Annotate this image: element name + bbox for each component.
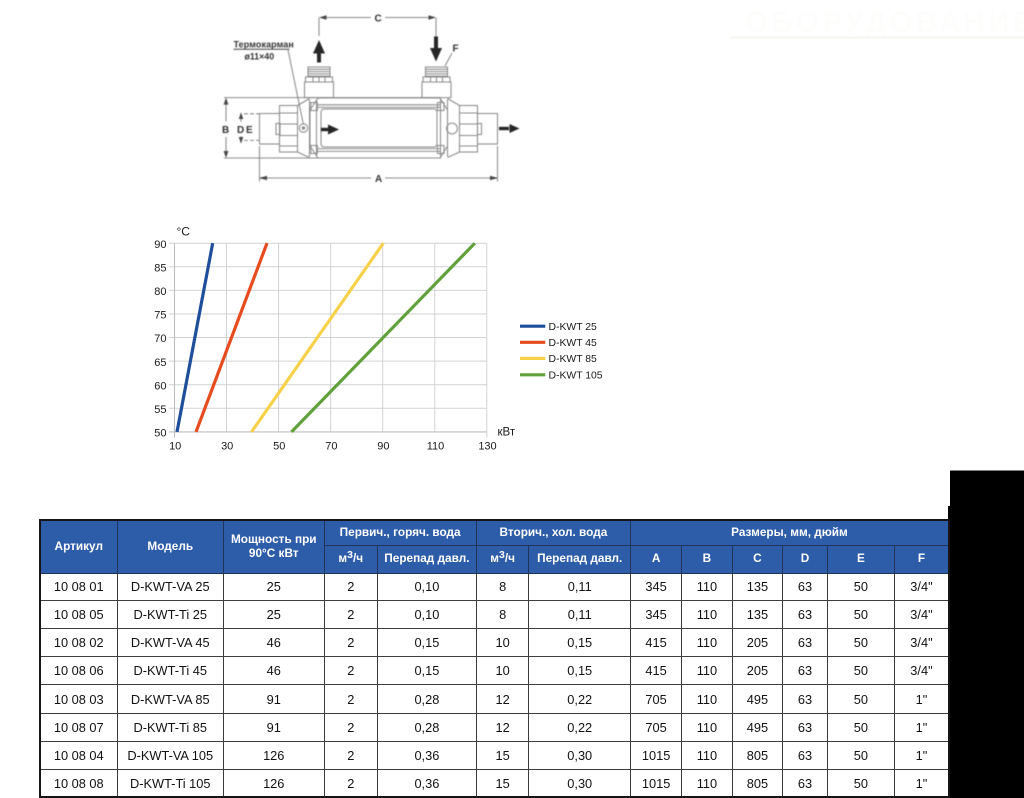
svg-text:70: 70 bbox=[154, 333, 166, 345]
svg-text:30: 30 bbox=[221, 441, 233, 453]
svg-text:110: 110 bbox=[427, 441, 445, 453]
svg-text:D-KWT 45: D-KWT 45 bbox=[549, 338, 598, 349]
svg-text:C: C bbox=[375, 14, 382, 25]
svg-text:65: 65 bbox=[154, 357, 166, 369]
svg-text:Термокарман: Термокарман bbox=[234, 40, 294, 50]
svg-text:75: 75 bbox=[154, 310, 166, 322]
svg-text:A: A bbox=[375, 174, 382, 185]
svg-text:90: 90 bbox=[377, 441, 389, 453]
svg-text:D-KWT 85: D-KWT 85 bbox=[549, 354, 598, 365]
svg-text:D: D bbox=[237, 125, 244, 136]
svg-text:D-KWT 25: D-KWT 25 bbox=[549, 322, 598, 333]
svg-text:B: B bbox=[222, 125, 229, 136]
svg-text:кВт: кВт bbox=[498, 427, 516, 439]
svg-text:50: 50 bbox=[273, 441, 285, 453]
svg-text:90: 90 bbox=[154, 239, 166, 251]
svg-text:D-KWT 105: D-KWT 105 bbox=[549, 370, 603, 381]
svg-text:E: E bbox=[246, 125, 253, 136]
svg-text:70: 70 bbox=[325, 441, 337, 453]
svg-text:80: 80 bbox=[154, 286, 166, 298]
svg-text:60: 60 bbox=[154, 380, 166, 392]
svg-text:50: 50 bbox=[154, 428, 166, 440]
svg-text:ОБОРУДОВАНИЕ: ОБОРУДОВАНИЕ bbox=[745, 6, 1024, 39]
svg-text:10: 10 bbox=[169, 441, 181, 453]
svg-text:ø11×40: ø11×40 bbox=[245, 52, 275, 62]
svg-text:55: 55 bbox=[154, 404, 166, 416]
svg-text:°C: °C bbox=[177, 225, 191, 239]
svg-text:130: 130 bbox=[478, 441, 496, 453]
svg-text:F: F bbox=[453, 44, 459, 55]
svg-text:85: 85 bbox=[154, 263, 166, 275]
